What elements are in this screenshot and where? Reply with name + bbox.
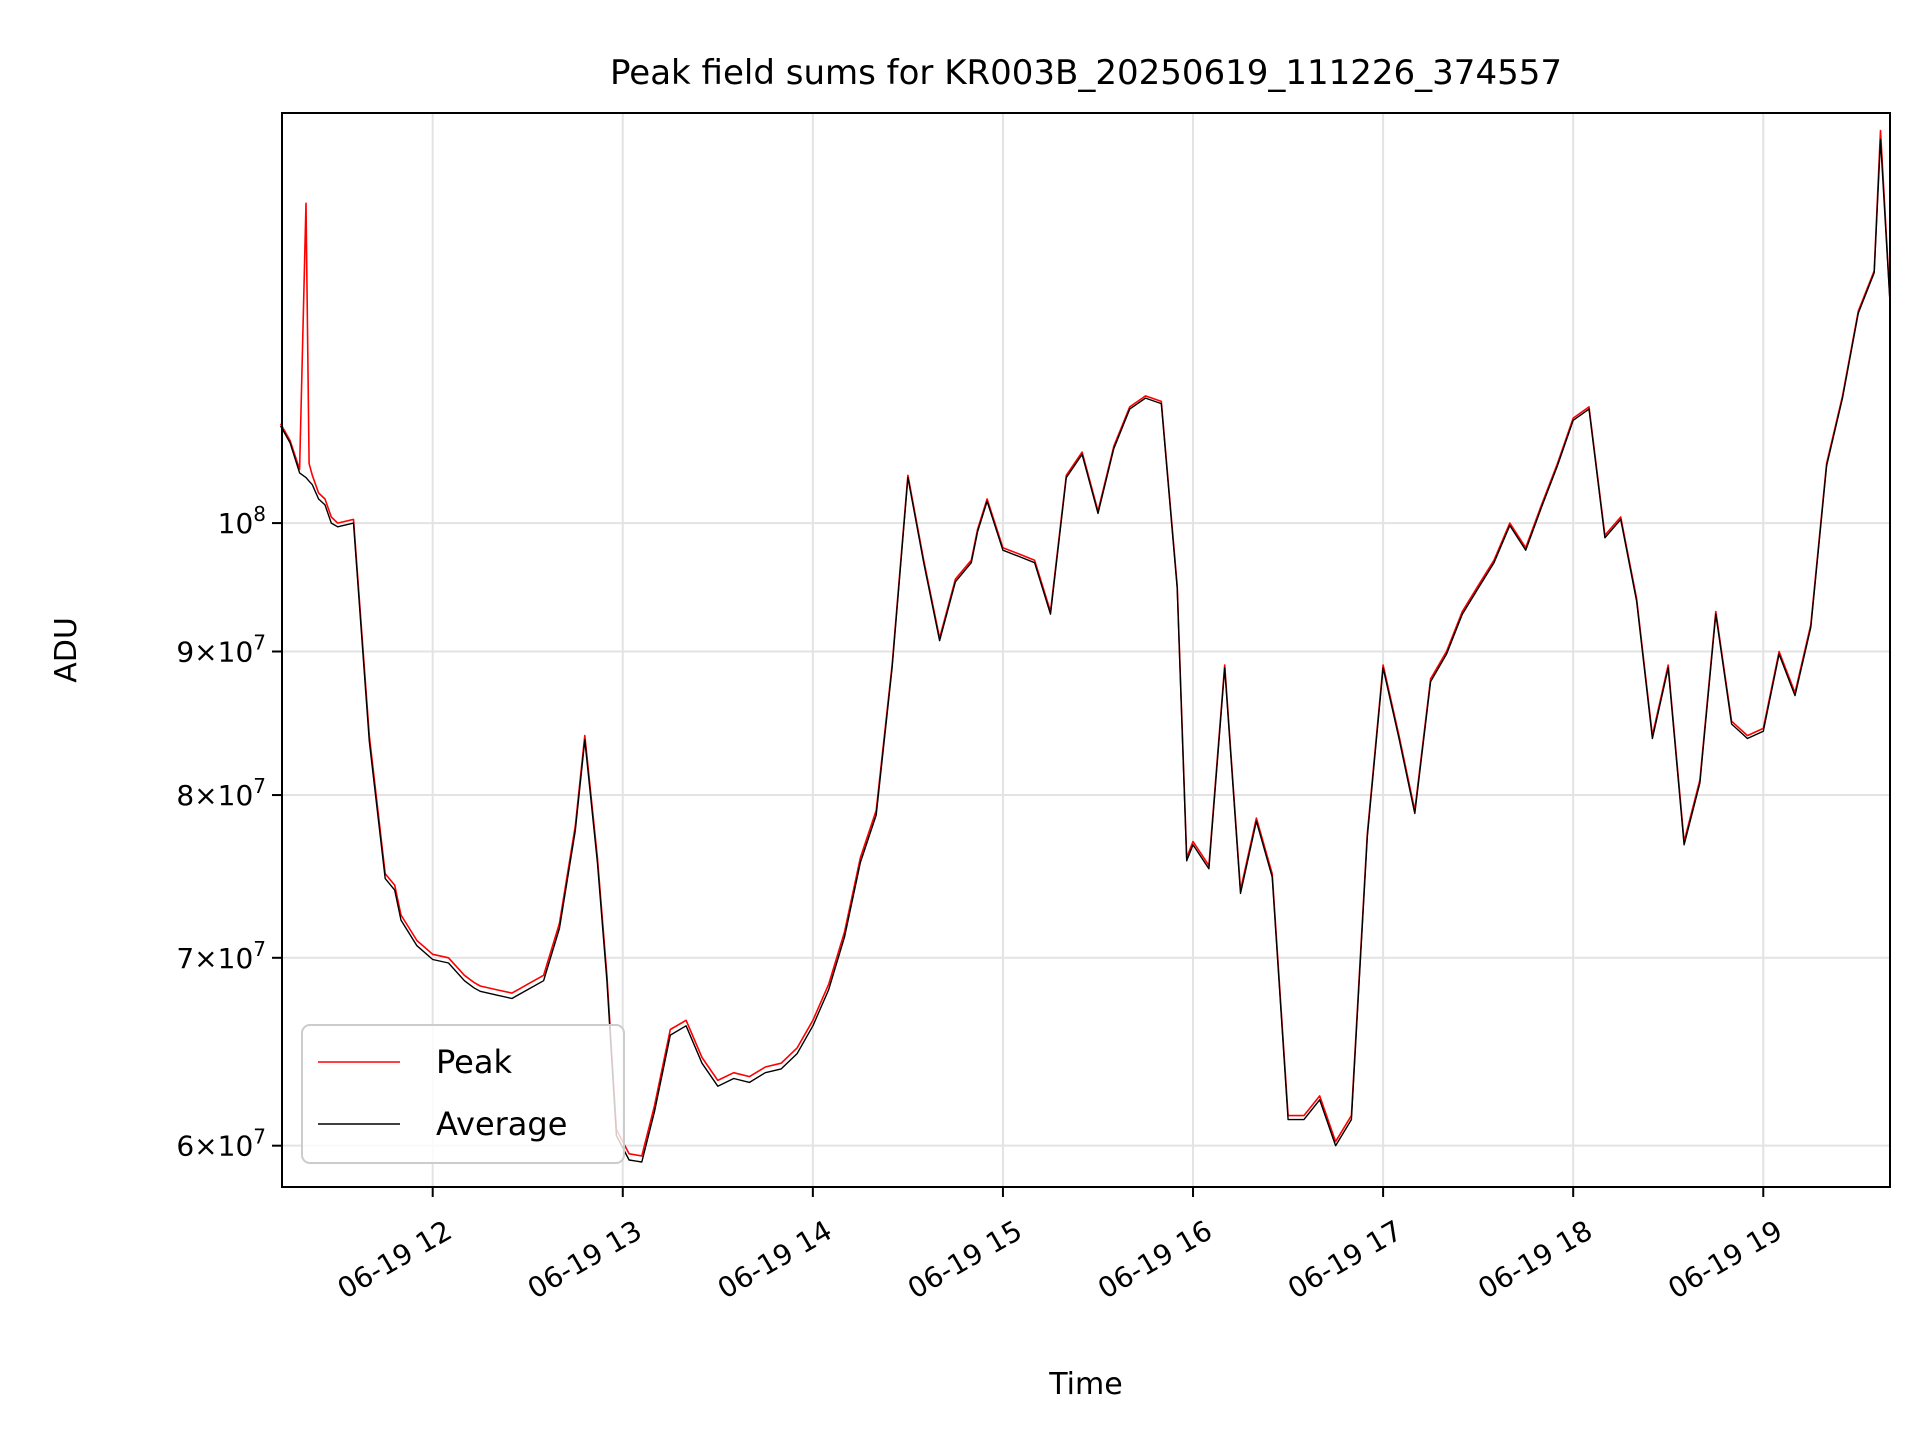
y-axis-label: ADU <box>49 617 84 683</box>
y-tick-label: 8×107 <box>176 774 266 812</box>
y-tick-label: 9×107 <box>176 631 266 669</box>
legend-label-average: Average <box>436 1105 567 1143</box>
y-tick-label: 108 <box>218 502 266 540</box>
x-axis-label: Time <box>1048 1367 1122 1402</box>
y-tick-label: 6×107 <box>176 1125 266 1163</box>
plot-frame <box>281 112 1891 1188</box>
legend: Peak Average <box>301 1024 625 1164</box>
legend-box <box>301 1024 625 1164</box>
series-line-average <box>279 138 1891 1163</box>
y-axis-ticks: 6×107 7×107 8×107 9×107 108 <box>176 502 282 1163</box>
chart-title: Peak field sums for KR003B_20250619_1112… <box>610 53 1562 93</box>
series-layer <box>279 129 1891 1163</box>
legend-label-peak: Peak <box>436 1043 512 1081</box>
y-tick-label: 7×107 <box>176 937 266 975</box>
